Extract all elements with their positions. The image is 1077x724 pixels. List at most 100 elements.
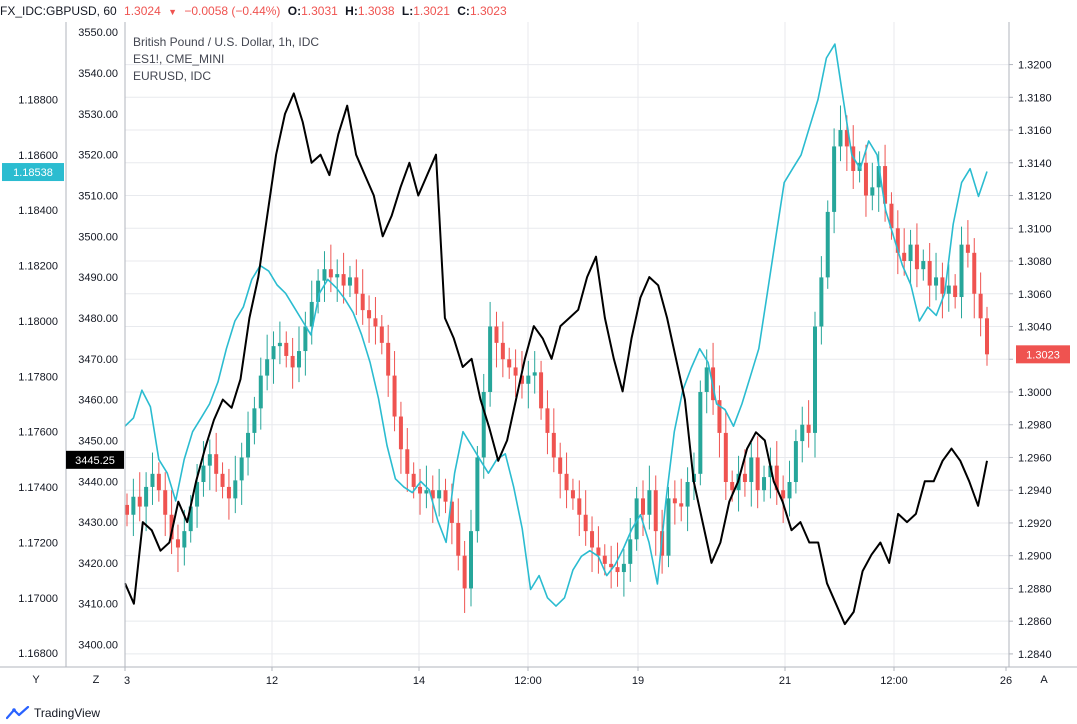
candle-body[interactable] (137, 496, 142, 507)
candle-body[interactable] (539, 372, 544, 409)
gbpusd-candles[interactable] (125, 105, 989, 613)
time-axis[interactable]: 3 12 14 12:00 19 21 12:00 26 (124, 667, 1012, 687)
candle-body[interactable] (895, 228, 900, 253)
candle-body[interactable] (908, 244, 913, 262)
candle-body[interactable] (469, 531, 473, 589)
candle-body[interactable] (666, 498, 671, 556)
candle-body[interactable] (214, 454, 219, 474)
candle-body[interactable] (621, 563, 626, 573)
candle-body[interactable] (946, 285, 951, 294)
candle-body[interactable] (755, 457, 760, 491)
candle-body[interactable] (513, 367, 518, 376)
es-price-axis[interactable]: 3550.00 3540.00 3530.00 3520.00 3510.00 3500.… (66, 27, 124, 652)
candle-body[interactable] (749, 457, 754, 483)
candle-body[interactable] (787, 482, 792, 499)
candle-body[interactable] (481, 391, 486, 458)
candle-body[interactable] (226, 486, 231, 499)
candle-body[interactable] (373, 318, 378, 327)
candle-body[interactable] (462, 555, 467, 589)
gbpusd-price-axis[interactable]: 1.3200 1.3180 1.3160 1.3140 1.3120 1.3100 1.30… (1009, 60, 1070, 661)
candle-body[interactable] (150, 473, 155, 487)
eurusd-price-axis[interactable]: 1.18800 1.18600 1.18400 1.18200 1.18000 1.178… (2, 95, 64, 661)
candle-body[interactable] (220, 473, 225, 487)
candle-body[interactable] (239, 457, 244, 481)
candle-body[interactable] (392, 375, 397, 417)
candle-body[interactable] (284, 342, 289, 356)
candle-body[interactable] (233, 480, 238, 499)
left-scale-button[interactable]: Y (32, 674, 40, 686)
candle-body[interactable] (609, 563, 614, 568)
candle-body[interactable] (411, 473, 416, 487)
candle-body[interactable] (742, 473, 747, 483)
candle-body[interactable] (813, 326, 817, 433)
candle-body[interactable] (207, 454, 212, 466)
candle-body[interactable] (258, 375, 263, 409)
candle-body[interactable] (379, 326, 384, 343)
candle-body[interactable] (163, 490, 168, 515)
candle-body[interactable] (806, 424, 811, 433)
candle-body[interactable] (475, 457, 480, 532)
candle-body[interactable] (360, 293, 365, 311)
candle-body[interactable] (201, 465, 206, 483)
candle-body[interactable] (596, 547, 601, 556)
candle-body[interactable] (545, 408, 550, 433)
candle-body[interactable] (774, 465, 779, 491)
candle-body[interactable] (405, 449, 410, 474)
candle-body[interactable] (914, 244, 919, 270)
candle-body[interactable] (125, 504, 129, 515)
candle-body[interactable] (985, 318, 989, 355)
candle-body[interactable] (290, 355, 295, 368)
candle-body[interactable] (182, 531, 187, 548)
candle-body[interactable] (424, 490, 429, 494)
candle-body[interactable] (819, 277, 824, 327)
candle-body[interactable] (156, 473, 161, 491)
candle-body[interactable] (863, 162, 868, 196)
candle-body[interactable] (558, 457, 563, 474)
candle-body[interactable] (876, 166, 881, 188)
candle-body[interactable] (570, 490, 575, 499)
candle-body[interactable] (883, 166, 888, 204)
candle-body[interactable] (940, 277, 945, 294)
candle-body[interactable] (577, 498, 582, 515)
candle-body[interactable] (641, 498, 645, 515)
tradingview-logo[interactable]: TradingView (6, 702, 100, 724)
candle-body[interactable] (551, 432, 556, 458)
candle-body[interactable] (921, 261, 926, 270)
candle-body[interactable] (953, 285, 958, 298)
candle-body[interactable] (679, 503, 684, 507)
candle-body[interactable] (889, 203, 894, 229)
candle-body[interactable] (781, 490, 786, 499)
candle-body[interactable] (564, 473, 569, 491)
candle-body[interactable] (297, 351, 301, 368)
candle-body[interactable] (653, 490, 658, 532)
candle-body[interactable] (347, 277, 352, 286)
candle-body[interactable] (838, 130, 843, 147)
candle-body[interactable] (602, 555, 607, 564)
legend-item-gbpusd[interactable]: British Pound / U.S. Dollar, 1h, IDC (133, 35, 319, 49)
candle-body[interactable] (398, 416, 403, 450)
candle-body[interactable] (800, 424, 805, 442)
price-chart[interactable]: 1.18800 1.18600 1.18400 1.18200 1.18000 1.178… (0, 22, 1077, 700)
candle-body[interactable] (965, 244, 970, 253)
candle-body[interactable] (793, 441, 798, 483)
candle-body[interactable] (488, 326, 493, 392)
plot-area[interactable] (124, 43, 989, 626)
es-line[interactable] (124, 92, 988, 626)
candle-body[interactable] (335, 274, 340, 278)
candle-body[interactable] (762, 477, 767, 491)
candle-body[interactable] (959, 244, 964, 298)
candle-body[interactable] (704, 367, 709, 392)
candle-body[interactable] (972, 252, 977, 294)
candle-body[interactable] (188, 506, 193, 532)
candle-body[interactable] (672, 498, 677, 504)
candle-body[interactable] (386, 342, 391, 376)
candle-body[interactable] (195, 482, 200, 507)
candle-body[interactable] (430, 490, 435, 499)
candle-body[interactable] (526, 375, 531, 384)
candle-body[interactable] (698, 391, 703, 474)
candle-body[interactable] (265, 359, 270, 376)
candle-body[interactable] (175, 539, 180, 548)
candle-body[interactable] (328, 269, 333, 278)
candle-body[interactable] (449, 501, 454, 523)
candle-body[interactable] (131, 496, 136, 515)
